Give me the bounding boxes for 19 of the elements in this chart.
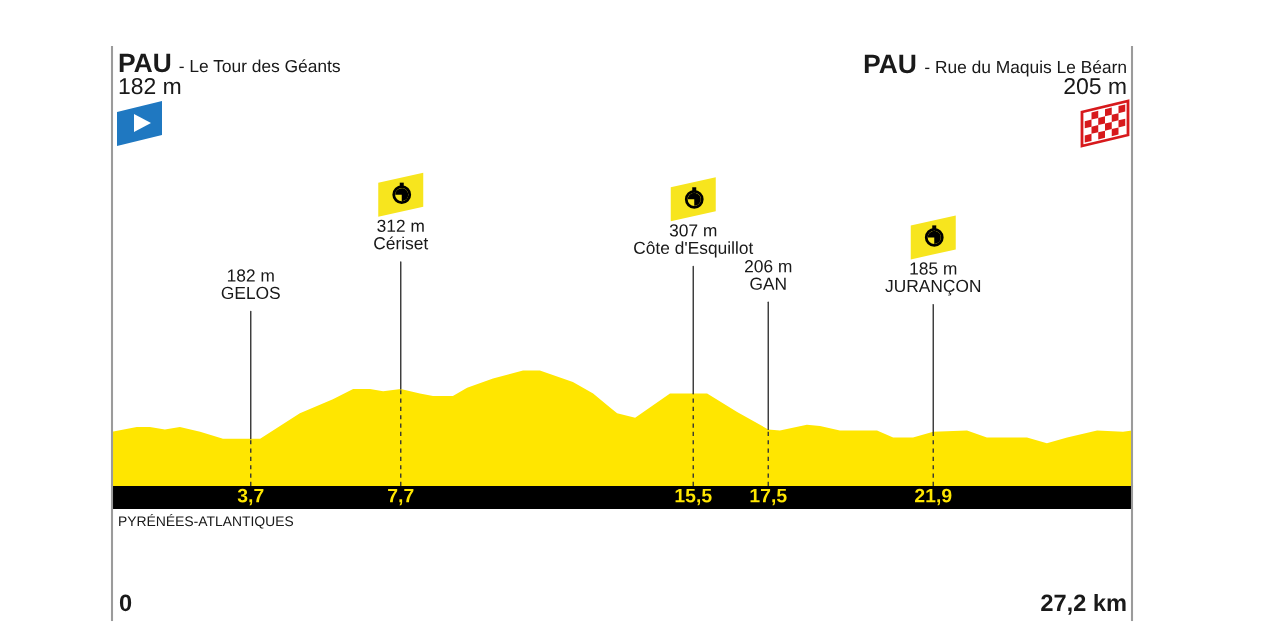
text: PAU — [864, 54, 916, 74]
text: PAU — [119, 53, 171, 73]
x-tick-label: 15,5 — [675, 488, 712, 506]
text: 205 m — [1064, 78, 1126, 95]
annotation: 307 m Côte d'Esquillot — [634, 224, 754, 258]
text: - Le Tour des Géants — [179, 59, 340, 73]
text: 182 m — [119, 78, 181, 95]
annotation: 185 m JURANÇON — [885, 262, 981, 296]
annotation: 182 m GELOS — [221, 269, 280, 300]
x-tick-label: 7,7 — [388, 488, 414, 506]
x-tick-label: 21,9 — [915, 488, 952, 506]
x-tick-label: 17,5 — [750, 488, 787, 506]
annotation: 312 m Cériset — [374, 219, 429, 250]
text: 0 — [119, 594, 132, 612]
text: PYRÉNÉES-ATLANTIQUES — [119, 513, 294, 529]
text: - Rue du Maquis Le Béarn — [925, 60, 1126, 77]
annotation: 206 m GAN — [745, 260, 792, 290]
x-tick-label: 3,7 — [237, 488, 264, 506]
text: 27,2 km — [1041, 593, 1126, 615]
